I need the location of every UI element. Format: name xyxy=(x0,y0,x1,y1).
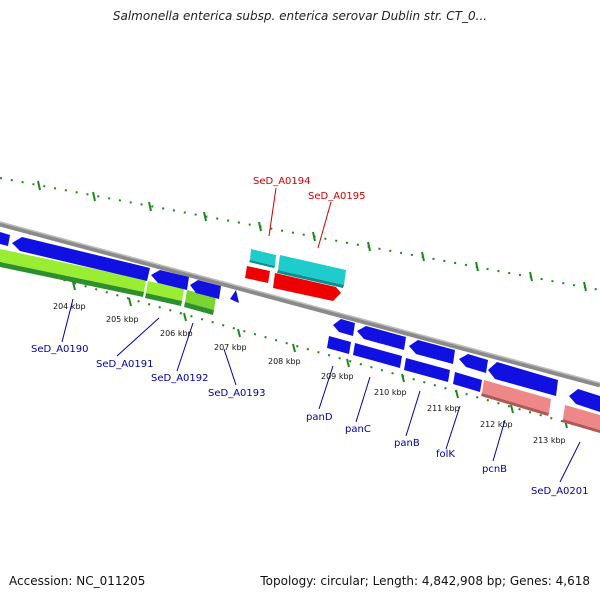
gene-panC[interactable] xyxy=(357,326,406,350)
gene-SeD_A0193[interactable] xyxy=(190,280,221,299)
scale-label: 208 kbp xyxy=(268,357,301,366)
forward-strand-genes xyxy=(0,232,239,303)
gene-label-panB[interactable]: panB xyxy=(394,438,420,449)
gene-pcnB[interactable] xyxy=(488,362,558,396)
gene-label-SeD_A0190[interactable]: SeD_A0190 xyxy=(31,344,89,355)
gene-label-SeD_A0201[interactable]: SeD_A0201 xyxy=(531,486,589,497)
gene-label-panC[interactable]: panC xyxy=(345,424,371,435)
gene-label-folK[interactable]: folK xyxy=(436,449,455,460)
gene-SeD_A0192[interactable] xyxy=(151,270,189,290)
outer-major-ticks xyxy=(37,180,587,292)
gene-SeD_A0194-red[interactable] xyxy=(245,266,270,283)
scale-label: 210 kbp xyxy=(374,388,407,397)
scale-label: 204 kbp xyxy=(53,302,86,311)
scale-label: 213 kbp xyxy=(533,436,566,445)
gene-label-SeD_A0192[interactable]: SeD_A0192 xyxy=(151,373,209,384)
gene-SeD_A0194[interactable] xyxy=(250,249,276,266)
gene-folK[interactable] xyxy=(459,354,488,373)
gene-SeD_A0195[interactable] xyxy=(278,255,346,285)
gene-panD[interactable] xyxy=(333,319,355,336)
scale-label: 209 kbp xyxy=(321,372,354,381)
gene-SeD_A0190-feature-band[interactable] xyxy=(0,249,216,315)
reverse-strand-genes xyxy=(327,319,600,412)
gene-SeD_A0191[interactable] xyxy=(12,237,150,281)
gene-label-pcnB[interactable]: pcnB xyxy=(482,464,507,475)
topology-text: Topology: circular; Length: 4,842,908 bp… xyxy=(260,574,590,588)
gene-label-SeD_A0194[interactable]: SeD_A0194 xyxy=(253,176,311,187)
gene-panC-lower[interactable] xyxy=(353,343,402,368)
gene-SeD_A0194-0195-cluster xyxy=(245,249,346,301)
accession-text: Accession: NC_011205 xyxy=(9,574,146,588)
inner-major-ticks xyxy=(72,281,568,429)
pink-genes xyxy=(481,380,600,433)
gene-pcnB-pink[interactable] xyxy=(482,380,551,413)
label-leaders xyxy=(61,187,581,483)
scale-label: 207 kbp xyxy=(214,343,247,352)
gene-panB[interactable] xyxy=(409,340,455,364)
gene-label-SeD_A0193[interactable]: SeD_A0193 xyxy=(208,388,266,399)
gene-SeD_A0190[interactable] xyxy=(0,232,10,246)
gene-SeD_A0195-red[interactable] xyxy=(273,273,341,301)
gene-labels: SeD_A0190 SeD_A0191 SeD_A0192 SeD_A0193 … xyxy=(31,176,589,497)
gene-panB-lower[interactable] xyxy=(404,358,450,382)
gene-label-SeD_A0191[interactable]: SeD_A0191 xyxy=(96,359,154,370)
scale-label: 206 kbp xyxy=(160,329,193,338)
gene-panD-lower[interactable] xyxy=(327,336,351,354)
gene-small-arrow[interactable] xyxy=(230,290,239,303)
gene-folK-lower[interactable] xyxy=(453,372,482,392)
scale-label: 205 kbp xyxy=(106,315,139,324)
genome-backbone xyxy=(0,221,600,388)
scale-label: 212 kbp xyxy=(480,420,513,429)
gene-label-SeD_A0195[interactable]: SeD_A0195 xyxy=(308,191,366,202)
map-title: Salmonella enterica subsp. enterica sero… xyxy=(112,9,488,23)
gene-SeD_A0201-pink[interactable] xyxy=(563,405,600,430)
gene-label-panD[interactable]: panD xyxy=(306,412,333,423)
scale-label: 211 kbp xyxy=(427,404,460,413)
gene-SeD_A0201[interactable] xyxy=(569,389,600,412)
scale-labels: 204 kbp 205 kbp 206 kbp 207 kbp 208 kbp … xyxy=(53,302,566,445)
